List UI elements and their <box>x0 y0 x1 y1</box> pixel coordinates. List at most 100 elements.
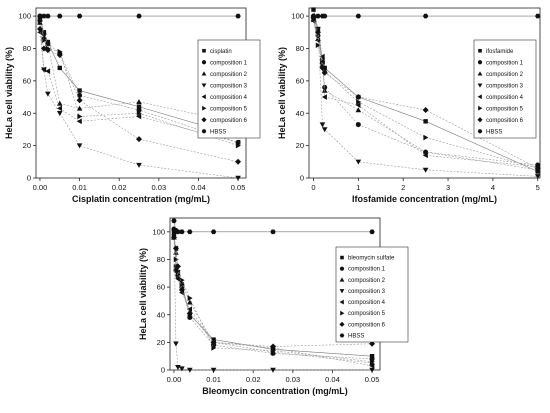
series-composition-3 <box>171 229 375 373</box>
legend-marker <box>477 117 483 123</box>
legend-label: composition 3 <box>486 83 524 89</box>
legend-box <box>197 39 261 139</box>
data-point <box>186 310 193 317</box>
series-line <box>173 237 373 363</box>
legend-marker <box>477 129 483 134</box>
y-tick-label: 60 <box>23 76 31 85</box>
y-tick-label: 0 <box>161 366 165 375</box>
data-point <box>56 111 63 117</box>
data-point <box>534 165 541 172</box>
legend-marker <box>202 48 206 53</box>
y-tick-label: 80 <box>296 44 304 53</box>
x-tick-label: 0.03 <box>152 183 167 192</box>
data-point <box>355 102 361 108</box>
data-point <box>270 367 276 373</box>
data-point <box>315 42 321 49</box>
series-line <box>173 231 373 371</box>
legend-marker <box>340 255 344 260</box>
legend-label: composition 6 <box>486 118 524 124</box>
data-point <box>187 367 193 373</box>
data-point <box>319 61 326 67</box>
legend-label: composition 2 <box>210 72 248 78</box>
legend-label: HBSS <box>486 129 502 135</box>
data-point <box>355 107 362 113</box>
data-point <box>45 91 51 97</box>
data-point <box>369 358 375 365</box>
data-point <box>45 68 51 74</box>
data-point <box>77 113 83 120</box>
x-tick-label: 3 <box>446 183 450 192</box>
legend-label: HBSS <box>348 333 364 339</box>
data-point <box>322 84 328 90</box>
data-point <box>178 286 185 293</box>
data-point <box>187 295 193 301</box>
data-point <box>175 276 181 282</box>
y-axis-title: HeLa cell viability (%) <box>277 47 287 139</box>
data-point <box>36 26 43 33</box>
data-point <box>369 363 375 369</box>
data-point <box>235 158 242 165</box>
legend-label: composition 3 <box>348 289 386 295</box>
legend-label: composition 3 <box>210 83 248 89</box>
series-HBSS <box>171 218 375 235</box>
legend-marker <box>339 321 345 327</box>
x-axis-title: Cisplatin concentration (mg/mL) <box>72 194 210 204</box>
legend-marker <box>478 48 482 53</box>
data-point <box>76 105 83 111</box>
data-point <box>179 280 185 286</box>
data-point <box>422 152 428 159</box>
y-tick-label: 20 <box>23 141 31 150</box>
data-point <box>355 94 362 101</box>
data-point <box>535 13 541 19</box>
x-tick-label: 4 <box>491 183 495 192</box>
data-point <box>355 13 362 19</box>
x-tick-label: 1 <box>356 183 360 192</box>
chart-2: 0 1 2 3 4 5 0 20 40 60 80 100 Ifosfamide concentrati… <box>277 7 541 204</box>
data-point <box>369 229 375 235</box>
data-point <box>369 353 375 359</box>
data-point <box>136 113 142 120</box>
legend-marker <box>201 71 207 76</box>
legend-label: composition 4 <box>210 95 248 101</box>
data-point <box>179 366 185 372</box>
data-point <box>174 263 181 270</box>
legend-label: composition 6 <box>348 322 386 328</box>
data-point <box>179 277 185 283</box>
y-tick-label: 0 <box>300 174 304 183</box>
data-point <box>321 94 327 100</box>
legend-label: composition 2 <box>348 278 386 284</box>
data-point <box>319 64 326 71</box>
data-point <box>76 143 83 149</box>
chart-3: 0.00 0.01 0.02 0.03 0.04 0.05 0 20 40 60 80 100 Bleo… <box>138 217 409 396</box>
data-point <box>422 13 429 19</box>
data-point <box>235 142 241 149</box>
legend-marker <box>201 94 206 100</box>
data-point <box>45 13 51 19</box>
legend-label: composition 4 <box>486 95 524 101</box>
data-point <box>319 122 326 128</box>
data-point <box>187 229 193 235</box>
series-composition-6 <box>310 14 541 172</box>
data-point <box>171 218 177 224</box>
data-point <box>44 47 51 54</box>
series-line <box>173 237 373 347</box>
data-point <box>179 229 185 235</box>
data-point <box>270 343 277 350</box>
data-point <box>45 40 51 46</box>
legend-marker <box>477 60 483 65</box>
legend-marker <box>201 117 207 123</box>
data-point <box>422 167 429 173</box>
chart-1: 0.00 0.01 0.02 0.03 0.04 0.05 0 20 40 60 80 100 Cisp… <box>4 7 261 204</box>
legend-marker <box>339 266 345 271</box>
data-point <box>56 105 62 112</box>
y-tick-label: 40 <box>157 310 165 319</box>
data-point <box>175 270 181 276</box>
legend-marker <box>477 71 483 76</box>
data-point <box>210 339 217 346</box>
x-tick-label: 0.01 <box>72 183 87 192</box>
x-tick-label: 0 <box>311 183 315 192</box>
legend-marker <box>339 299 344 305</box>
y-axis-title: HeLa cell viability (%) <box>138 248 148 340</box>
data-point <box>37 13 43 19</box>
